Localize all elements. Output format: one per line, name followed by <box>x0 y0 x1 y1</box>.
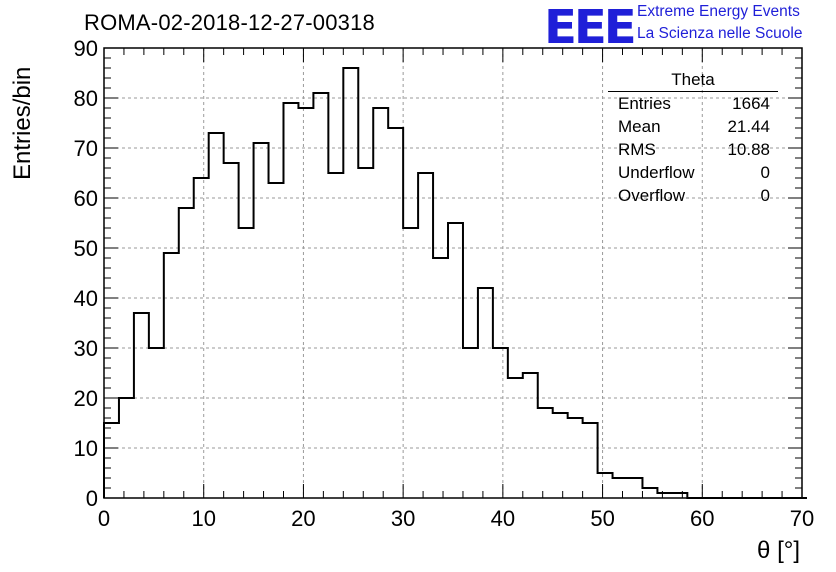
stats-value: 21.44 <box>727 117 770 136</box>
y-tick-label: 90 <box>74 36 98 61</box>
stats-row-rms: RMS 10.88 <box>608 138 778 161</box>
x-tick-label: 20 <box>291 506 315 531</box>
stats-row-mean: Mean 21.44 <box>608 115 778 138</box>
plot-title: ROMA-02-2018-12-27-00318 <box>84 10 375 35</box>
stats-row-overflow: Overflow 0 <box>608 184 778 207</box>
y-tick-label: 40 <box>74 286 98 311</box>
stats-label: RMS <box>618 140 656 159</box>
y-tick-label: 60 <box>74 186 98 211</box>
stats-value: 1664 <box>732 94 770 113</box>
x-tick-label: 10 <box>191 506 215 531</box>
x-tick-label: 60 <box>690 506 714 531</box>
x-tick-label: 40 <box>491 506 515 531</box>
eee-logo: EEE <box>544 0 637 54</box>
stats-value: 0 <box>760 186 770 205</box>
y-tick-label: 10 <box>74 436 98 461</box>
y-tick-label: 20 <box>74 386 98 411</box>
y-tick-label: 50 <box>74 236 98 261</box>
x-tick-label: 0 <box>98 506 110 531</box>
logo-line-extreme-energy-events: Extreme Energy Events <box>637 3 800 20</box>
stats-title: Theta <box>608 70 778 92</box>
x-tick-label: 30 <box>391 506 415 531</box>
histogram-series <box>103 67 807 499</box>
stats-label: Underflow <box>618 163 695 182</box>
stats-value: 10.88 <box>727 140 770 159</box>
x-axis-label: θ [°] <box>757 537 800 564</box>
y-tick-label: 80 <box>74 86 98 111</box>
stats-label: Entries <box>618 94 671 113</box>
plot-frame <box>103 47 803 499</box>
stats-value: 0 <box>760 163 770 182</box>
stats-label: Overflow <box>618 186 686 205</box>
stats-label: Mean <box>618 117 661 136</box>
grid <box>104 48 802 498</box>
axis-ticks <box>103 47 803 499</box>
y-tick-label: 30 <box>74 336 98 361</box>
x-tick-label: 70 <box>790 506 814 531</box>
y-axis-label: Entries/bin <box>9 67 36 180</box>
tick-labels: 0 10 20 30 40 50 60 70 0 10 20 30 40 50 60 70 80 90 <box>74 36 815 531</box>
stats-box: Theta Entries 1664 Mean 21.44 RMS 10.88 … <box>608 70 778 207</box>
stats-row-underflow: Underflow 0 <box>608 161 778 184</box>
stats-row-entries: Entries 1664 <box>608 92 778 115</box>
y-tick-label: 70 <box>74 136 98 161</box>
x-tick-label: 50 <box>590 506 614 531</box>
logo-line-la-scienza: La Scienza nelle Scuole <box>637 25 803 42</box>
y-tick-label: 0 <box>86 486 98 511</box>
